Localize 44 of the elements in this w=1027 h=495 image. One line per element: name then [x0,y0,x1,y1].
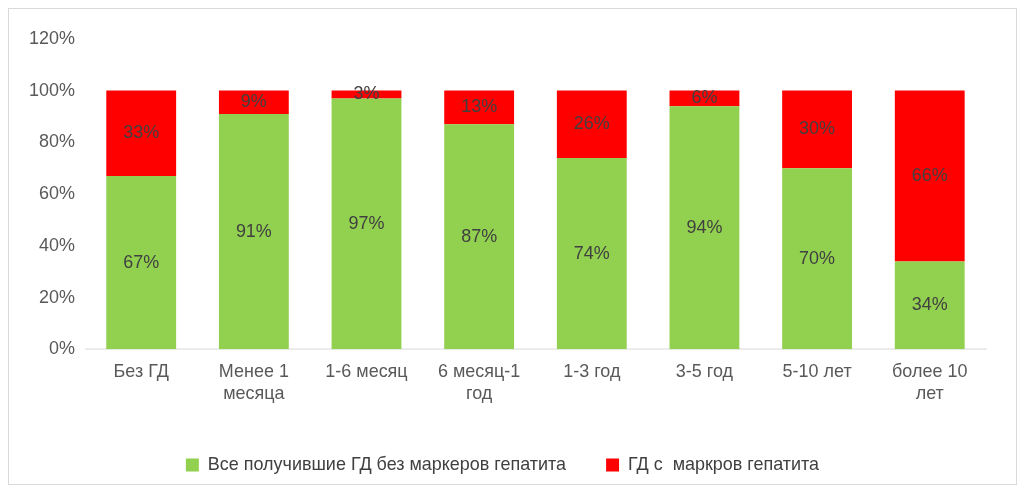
y-tick-label: 120% [28,27,75,48]
data-label: 70% [799,247,836,268]
data-label: 97% [348,212,385,233]
y-tick-label: 80% [38,131,75,152]
data-label: 91% [235,220,272,241]
data-label: 66% [911,164,948,185]
bar [106,176,177,350]
data-label: 13% [461,96,498,117]
bar [218,113,289,350]
bar [669,106,740,350]
x-tick-label: 5-10 лет [782,361,852,382]
y-tick-label: 20% [38,286,75,307]
y-tick-label: 0% [48,338,75,359]
data-label: 6% [691,87,718,108]
legend-label: ГД с маркров гепатита [628,454,820,475]
bar [782,90,853,169]
data-label: 87% [461,225,498,246]
data-label: 67% [123,251,160,272]
data-label: 94% [686,216,723,237]
data-label: 9% [240,91,267,112]
data-label: 34% [911,294,948,315]
data-label: 30% [799,118,836,139]
x-tick-label: 3-5 год [675,361,734,382]
y-tick-label: 60% [38,183,75,204]
x-tick-label: 1-6 месяц [325,361,408,382]
data-label: 74% [573,242,610,263]
data-label: 26% [573,113,610,134]
x-tick-label: Менее 1 месяца [218,361,289,403]
bar [894,90,965,262]
x-tick-label: 6 месяц-1 год [438,361,521,403]
bar [331,98,402,350]
legend-label: Все получившие ГД без маркеров гепатита [207,454,567,475]
bar [894,261,965,350]
x-tick-label: более 10 лет [892,361,968,403]
x-tick-label: 1-3 год [563,361,621,382]
bar [556,90,627,158]
bar [782,168,853,350]
x-tick-label: Без ГД [113,361,169,382]
data-label: 33% [123,122,160,143]
y-tick-label: 40% [38,234,75,255]
bar [444,124,515,350]
y-tick-label: 100% [28,79,75,100]
bar [106,90,177,177]
bar [556,157,627,350]
